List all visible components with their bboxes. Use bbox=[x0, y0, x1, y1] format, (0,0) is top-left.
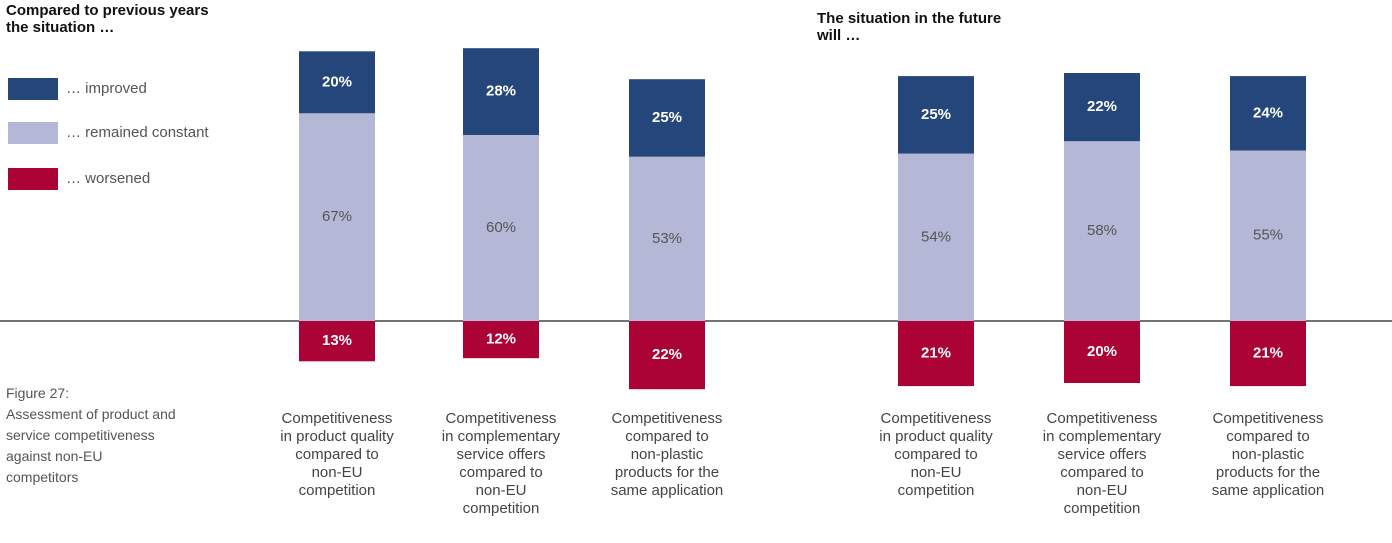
category-label-line: compared to bbox=[1060, 464, 1144, 481]
category-label-line: in complementary bbox=[441, 428, 561, 445]
legend-item-constant: … remained constant bbox=[8, 122, 268, 144]
bar-future-1-constant-label: 54% bbox=[921, 228, 951, 245]
bar-future-3-worsened bbox=[1230, 321, 1306, 387]
bar-future-3-constant bbox=[1230, 150, 1306, 321]
bar-future-2-constant-label: 58% bbox=[1087, 222, 1117, 239]
category-label-line: service offers bbox=[1057, 446, 1147, 463]
bar-future-2-improved bbox=[1064, 73, 1140, 142]
legend-swatch-improved bbox=[8, 78, 58, 100]
bar-past-2-worsened-label: 12% bbox=[486, 331, 516, 348]
bar-future-3-improved-label: 24% bbox=[1253, 104, 1283, 121]
category-label-future-3: Competitiveness compared to non-plastic pro… bbox=[1193, 410, 1343, 500]
chart-title-future-line-2: will … bbox=[817, 27, 861, 44]
category-label-line: non-EU bbox=[475, 482, 527, 499]
bar-past-3-improved bbox=[629, 79, 705, 157]
stacked-bar-chart: 20% 67% 13% 28% 60% 12% 25% 53% 22% 25% 54% 21% 22% 5… bbox=[0, 48, 1392, 390]
category-label-line: competition bbox=[298, 482, 376, 499]
bar-past-1-worsened-label: 13% bbox=[322, 332, 352, 349]
category-label-line: compared to bbox=[295, 446, 379, 463]
legend-label-constant: … remained constant bbox=[66, 124, 209, 141]
category-label-line: non-plastic bbox=[630, 446, 704, 463]
legend-swatch-worsened bbox=[8, 168, 58, 190]
bar-past-3-worsened-label: 22% bbox=[652, 346, 682, 363]
category-label-line: Competitiveness bbox=[1212, 410, 1324, 427]
category-label-line: non-plastic bbox=[1231, 446, 1305, 463]
category-label-line: service offers bbox=[456, 446, 546, 463]
caption-line-5: competitors bbox=[6, 469, 79, 485]
bar-future-1-worsened bbox=[898, 321, 974, 387]
category-label-line: non-EU bbox=[311, 464, 363, 481]
legend-swatch-constant bbox=[8, 122, 58, 144]
caption-line-3: service competitiveness bbox=[6, 427, 155, 443]
category-label-line: products for the bbox=[1215, 464, 1321, 481]
chart-title-past-line-2: the situation … bbox=[6, 19, 115, 36]
bar-future-2-worsened-label: 20% bbox=[1087, 343, 1117, 360]
bar-future-3-constant-label: 55% bbox=[1253, 227, 1283, 244]
category-label-line: Competitiveness bbox=[611, 410, 723, 427]
category-label-line: Competitiveness bbox=[445, 410, 557, 427]
caption-line-4: against non-EU bbox=[6, 448, 103, 464]
bar-past-3-constant-label: 53% bbox=[652, 230, 682, 247]
bar-future-2-constant bbox=[1064, 141, 1140, 321]
chart-title-future: The situation in the future will … bbox=[817, 10, 1001, 44]
category-label-line: compared to bbox=[1226, 428, 1310, 445]
bar-past-1-worsened bbox=[299, 321, 375, 362]
bar-past-1-improved bbox=[299, 51, 375, 114]
bar-past-1-improved-label: 20% bbox=[322, 73, 352, 90]
bar-future-2-improved-label: 22% bbox=[1087, 98, 1117, 115]
bar-future-1-improved bbox=[898, 76, 974, 154]
category-label-line: in complementary bbox=[1042, 428, 1162, 445]
legend-item-worsened: … worsened bbox=[8, 168, 268, 190]
bar-past-2-constant bbox=[463, 135, 539, 321]
category-label-past-3: Competitiveness compared to non-plastic pro… bbox=[592, 410, 742, 500]
bar-future-1-constant bbox=[898, 153, 974, 321]
bar-past-3-constant bbox=[629, 156, 705, 321]
category-label-line: same application bbox=[1211, 482, 1325, 499]
legend-label-worsened: … worsened bbox=[66, 170, 151, 187]
legend-item-improved: … improved bbox=[8, 78, 268, 100]
category-label-line: Competitiveness bbox=[1046, 410, 1158, 427]
figure-caption: Figure 27: Assessment of product and ser… bbox=[6, 383, 236, 488]
category-label-future-1: Competitiveness in product quality compare… bbox=[861, 410, 1011, 500]
bar-future-1-improved-label: 25% bbox=[921, 106, 951, 123]
category-label-line: compared to bbox=[459, 464, 543, 481]
category-label-past-1: Competitiveness in product quality compare… bbox=[262, 410, 412, 500]
bar-past-2-worsened bbox=[463, 321, 539, 359]
category-label-line: in product quality bbox=[879, 428, 993, 445]
category-label-line: in product quality bbox=[280, 428, 394, 445]
category-label-line: same application bbox=[610, 482, 724, 499]
legend-label-improved: … improved bbox=[66, 80, 147, 97]
bar-past-3-improved-label: 25% bbox=[652, 109, 682, 126]
category-label-line: products for the bbox=[614, 464, 720, 481]
bar-past-1-constant-label: 67% bbox=[322, 208, 352, 225]
bar-future-3-worsened-label: 21% bbox=[1253, 345, 1283, 362]
chart-title-past: Compared to previous years the situation… bbox=[6, 2, 209, 36]
bar-future-1-worsened-label: 21% bbox=[921, 345, 951, 362]
bar-past-3-worsened bbox=[629, 321, 705, 390]
category-label-line: compared to bbox=[625, 428, 709, 445]
bar-future-3-improved bbox=[1230, 76, 1306, 151]
category-label-line: competition bbox=[1063, 500, 1141, 517]
chart-title-future-line-1: The situation in the future bbox=[817, 10, 1002, 27]
caption-line-2: Assessment of product and bbox=[6, 406, 176, 422]
category-label-line: Competitiveness bbox=[880, 410, 992, 427]
category-label-past-2: Competitiveness in complementary service o… bbox=[426, 410, 576, 518]
chart-title-past-line-1: Compared to previous years bbox=[6, 2, 209, 19]
category-label-line: competition bbox=[897, 482, 975, 499]
category-label-line: non-EU bbox=[910, 464, 962, 481]
bar-past-2-improved bbox=[463, 48, 539, 136]
bar-future-2-worsened bbox=[1064, 321, 1140, 383]
category-label-line: non-EU bbox=[1076, 482, 1128, 499]
category-label-future-2: Competitiveness in complementary service o… bbox=[1027, 410, 1177, 518]
caption-line-1: Figure 27: bbox=[6, 385, 70, 401]
bar-past-1-constant bbox=[299, 113, 375, 321]
category-label-line: compared to bbox=[894, 446, 978, 463]
bar-past-2-constant-label: 60% bbox=[486, 219, 516, 236]
category-label-line: Competitiveness bbox=[281, 410, 393, 427]
category-label-line: competition bbox=[462, 500, 540, 517]
bar-past-2-improved-label: 28% bbox=[486, 83, 516, 100]
